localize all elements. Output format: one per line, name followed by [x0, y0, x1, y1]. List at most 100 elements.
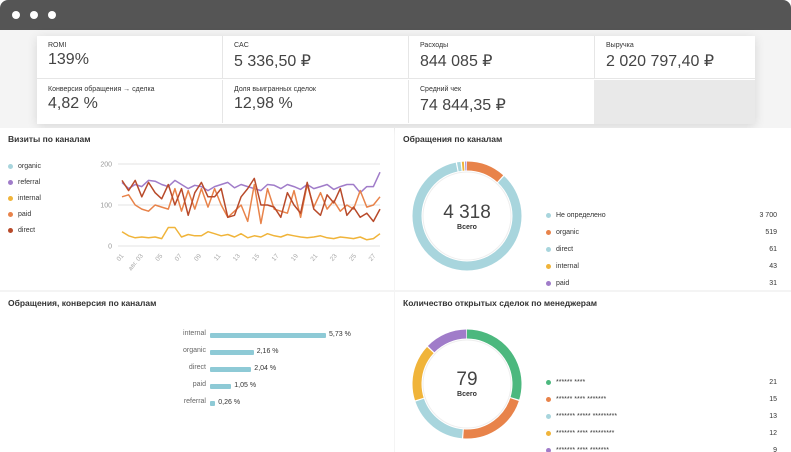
bullet-icon [8, 179, 13, 185]
x-tick-label: 13 [232, 252, 242, 262]
visits-line-chart: 200 100 0 01 авг. 03 05 07 09 11 13 15 17 19 21 23 25 27 [100, 162, 381, 273]
donut-total-label: Всего [457, 224, 477, 231]
kpi-won-share: Доля выигранных сделок 12,98 % [223, 80, 409, 123]
bar[interactable] [210, 367, 252, 372]
legend-label: ******* ***** ********* [556, 413, 618, 420]
kpi-conversion: Конверсия обращения → сделка 4,82 % [37, 80, 223, 123]
x-tick-label: 27 [368, 252, 378, 262]
donut-total: 79 [456, 369, 478, 390]
y-tick-label: 200 [100, 162, 112, 169]
bar-value-label: 2,16 % [256, 348, 279, 355]
kpi-value: 139% [48, 51, 89, 68]
series-line-internal [121, 226, 381, 241]
donut-inner-ring [422, 339, 512, 429]
panel-title: Визиты по каналам [8, 134, 91, 144]
series-line-paid [121, 183, 381, 225]
legend-value: 13 [769, 413, 777, 420]
legend-item[interactable]: ******* ***** ********* [546, 413, 617, 420]
x-tick-label: 21 [309, 252, 319, 262]
legend-item[interactable]: paid [546, 280, 569, 287]
legend-item[interactable]: ****** **** ******* [546, 396, 606, 403]
x-tick-label: 19 [290, 252, 300, 262]
legend-label: direct [18, 227, 36, 234]
legend-item[interactable]: internal [546, 263, 579, 270]
kpi-label: Средний чек [420, 86, 462, 93]
donut-segment [412, 161, 522, 271]
donut-segment [412, 329, 522, 439]
x-tick-label: 25 [348, 252, 358, 262]
bar[interactable] [210, 401, 216, 406]
x-tick-label: 17 [271, 252, 281, 262]
bar-category-label: organic [183, 347, 206, 354]
legend-label: internal [556, 263, 579, 270]
legend-label: organic [556, 229, 579, 236]
legend-value: 519 [765, 229, 777, 236]
legend-label: ****** **** [556, 379, 586, 386]
window-dot-icon[interactable] [48, 11, 56, 19]
bar[interactable] [210, 350, 254, 355]
bullet-icon [8, 227, 13, 233]
donut-center: 4 318 Всего [427, 202, 507, 231]
x-tick-label: 11 [213, 252, 223, 262]
legend-value: 9 [773, 447, 777, 452]
kpi-value: 74 844,35 ₽ [420, 97, 506, 114]
legend-label: internal [18, 195, 41, 202]
legend-item[interactable]: ******* **** ******* [546, 447, 609, 452]
donut-total: 4 318 [443, 202, 491, 223]
deals-donut-chart [412, 329, 522, 439]
kpi-label: CAC [234, 42, 249, 49]
legend-item[interactable]: ****** **** [546, 379, 585, 386]
legend-item-direct[interactable]: direct [8, 227, 35, 234]
bar-value-label: 5,73 % [329, 331, 351, 338]
y-tick-label: 0 [108, 244, 112, 251]
bullet-icon [546, 212, 551, 218]
legend-label: paid [18, 211, 32, 218]
legend-item[interactable]: direct [546, 246, 573, 253]
legend-item[interactable]: organic [546, 229, 579, 236]
legend-label: ******* **** ******* [556, 447, 609, 452]
kpi-value: 12,98 % [234, 95, 293, 112]
bullet-icon [8, 211, 13, 217]
kpi-revenue: Выручка 2 020 797,40 ₽ [595, 36, 755, 79]
bar-category-label: referral [183, 398, 206, 405]
kpi-romi: ROMI 139% [37, 36, 223, 79]
bar-category-label: internal [183, 330, 206, 337]
kpi-label: Расходы [420, 42, 449, 49]
legend-value: 12 [769, 430, 777, 437]
kpi-value: 2 020 797,40 ₽ [606, 53, 715, 70]
window-dot-icon[interactable] [12, 11, 20, 19]
legend-label: direct [556, 246, 574, 253]
bar[interactable] [210, 333, 326, 338]
y-tick-label: 100 [100, 203, 112, 210]
legend-label: ******* **** ********* [556, 430, 615, 437]
legend-item[interactable]: ******* **** ********* [546, 430, 614, 437]
kpi-placeholder [594, 80, 755, 124]
legend-label: ****** **** ******* [556, 396, 607, 403]
bar-value-label: 0,26 % [218, 399, 241, 406]
legend-item-referral[interactable]: referral [8, 179, 40, 186]
bar[interactable] [210, 384, 232, 389]
legend-item[interactable]: Не определено [546, 212, 606, 219]
kpi-value: 5 336,50 ₽ [234, 53, 311, 70]
legend-value: 15 [769, 396, 777, 403]
requests-donut-chart [412, 161, 522, 271]
legend-value: 21 [769, 379, 777, 386]
series-line-referral [121, 171, 381, 194]
x-tick-label: 07 [174, 252, 184, 262]
legend-label: organic [18, 163, 41, 170]
bullet-icon [546, 447, 551, 452]
bullet-icon [546, 246, 551, 252]
legend-item-internal[interactable]: internal [8, 195, 41, 202]
x-tick-label: 15 [251, 252, 261, 262]
legend-item-organic[interactable]: organic [8, 163, 41, 170]
kpi-label: Конверсия обращения → сделка [48, 86, 155, 93]
bullet-icon [8, 163, 13, 169]
legend-item-paid[interactable]: paid [8, 211, 31, 218]
bar-category-label: direct [188, 364, 206, 371]
panel-title: Обращения, конверсия по каналам [8, 298, 157, 308]
panel-title: Обращения по каналам [403, 134, 503, 144]
legend-value: 43 [769, 263, 777, 270]
window-dot-icon[interactable] [30, 11, 38, 19]
bullet-icon [546, 413, 551, 419]
x-tick-label: авг. 03 [127, 253, 145, 273]
